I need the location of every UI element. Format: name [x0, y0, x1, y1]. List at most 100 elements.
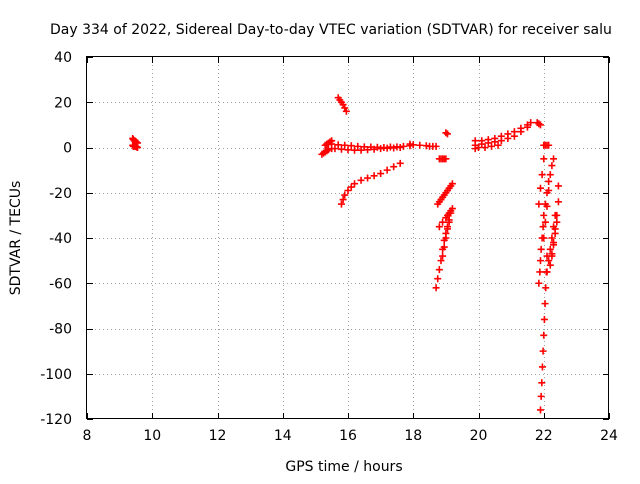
data-point — [551, 229, 559, 237]
data-point — [481, 144, 489, 151]
data-point — [548, 252, 556, 260]
data-point — [537, 392, 545, 400]
data-point — [550, 241, 558, 249]
data-point — [471, 137, 479, 145]
data-point — [444, 130, 452, 138]
data-point — [538, 171, 546, 179]
data-point — [541, 300, 549, 308]
data-point — [435, 266, 443, 274]
data-point — [383, 166, 391, 174]
data-point — [370, 145, 378, 153]
data-point — [364, 146, 372, 154]
data-point — [491, 134, 499, 142]
data-point — [543, 268, 551, 276]
data-point — [484, 136, 492, 144]
data-point — [553, 211, 561, 219]
data-point — [510, 128, 518, 136]
data-point — [541, 218, 549, 226]
data-point — [377, 145, 385, 153]
y-tick-label: -60 — [49, 276, 72, 292]
x-tick-label: 24 — [600, 428, 618, 444]
data-point — [545, 257, 553, 265]
data-point — [399, 142, 407, 150]
y-tick-label: -20 — [49, 186, 72, 202]
data-point — [536, 257, 544, 265]
data-point — [517, 124, 525, 132]
data-point — [554, 182, 562, 190]
axis-ticks: 8 10 12 14 16 18 20 22 24 40 20 0 -20 -40 -60 -80 -100 -1… — [40, 50, 618, 444]
data-point — [432, 284, 440, 292]
data-point — [434, 275, 442, 283]
data-point — [409, 141, 417, 149]
data-point — [537, 245, 545, 253]
data-point — [331, 145, 339, 153]
x-tick-label: 16 — [339, 428, 357, 444]
data-point — [448, 205, 456, 213]
data-point — [540, 234, 548, 242]
data-point — [536, 121, 544, 129]
data-point — [445, 218, 453, 226]
y-tick-label: -120 — [40, 412, 72, 428]
data-point — [435, 223, 443, 231]
data-point — [538, 363, 546, 371]
data-point — [444, 225, 452, 233]
data-point — [440, 243, 448, 251]
data-point — [339, 196, 347, 204]
data-point — [535, 120, 543, 128]
data-point — [540, 155, 548, 163]
data-point — [341, 191, 349, 199]
data-point — [390, 144, 398, 152]
data-point — [432, 142, 440, 150]
y-tick-label: -100 — [40, 367, 72, 383]
data-point — [536, 406, 544, 414]
data-point — [396, 159, 404, 167]
data-point — [347, 142, 355, 150]
x-tick-label: 22 — [535, 428, 553, 444]
data-point — [545, 186, 553, 194]
data-point — [390, 163, 398, 171]
x-tick-label: 20 — [470, 428, 488, 444]
data-point — [504, 130, 512, 138]
data-point — [471, 145, 479, 153]
data-point — [546, 261, 554, 269]
data-point — [494, 141, 502, 149]
data-point — [364, 174, 372, 182]
data-points — [129, 94, 562, 414]
data-point — [478, 137, 486, 145]
data-point — [351, 180, 359, 188]
data-point — [342, 107, 350, 115]
data-point — [539, 347, 547, 355]
data-point — [344, 146, 352, 154]
data-point — [416, 141, 424, 149]
data-point — [540, 331, 548, 339]
data-point — [347, 183, 355, 191]
data-point — [545, 141, 553, 149]
data-point — [341, 104, 349, 112]
data-point — [324, 146, 332, 154]
data-point — [351, 146, 359, 154]
data-point — [383, 144, 391, 152]
data-point — [540, 315, 548, 323]
data-point — [536, 184, 544, 192]
data-point — [539, 223, 547, 231]
data-point — [377, 170, 385, 178]
x-tick-label: 8 — [83, 428, 92, 444]
x-axis-label: GPS time / hours — [285, 459, 402, 475]
data-point — [354, 142, 362, 150]
data-point — [554, 198, 562, 206]
data-point — [396, 144, 404, 151]
data-point — [357, 176, 365, 184]
x-tick-label: 10 — [143, 428, 161, 444]
y-tick-label: 0 — [63, 141, 72, 157]
data-point — [535, 279, 543, 287]
data-point — [134, 144, 142, 151]
data-point — [546, 171, 554, 179]
x-tick-label: 18 — [404, 428, 422, 444]
data-point — [523, 121, 531, 129]
data-point — [546, 245, 554, 253]
data-point — [442, 155, 450, 163]
data-point — [550, 155, 558, 163]
plot-frame — [86, 56, 609, 419]
data-point — [543, 202, 551, 210]
